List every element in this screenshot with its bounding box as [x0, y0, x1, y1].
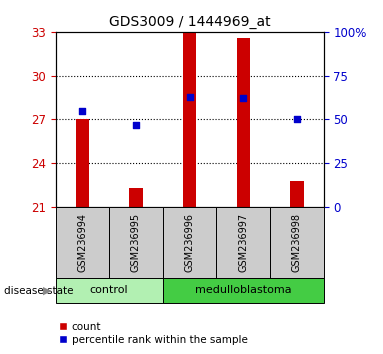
Text: control: control [90, 285, 128, 295]
Bar [290, 181, 304, 207]
Bar [163, 207, 216, 278]
Bar [56, 207, 109, 278]
Bar [56, 278, 163, 303]
Title: GDS3009 / 1444969_at: GDS3009 / 1444969_at [109, 16, 270, 29]
Bar [109, 207, 163, 278]
Text: ▶: ▶ [43, 286, 52, 296]
Bar [129, 188, 142, 207]
Point [187, 94, 193, 99]
Bar [183, 32, 196, 207]
Text: disease state: disease state [4, 286, 73, 296]
Text: GSM236994: GSM236994 [77, 213, 87, 272]
Point [240, 96, 246, 101]
Point [133, 122, 139, 127]
Bar [76, 120, 89, 207]
Bar [270, 207, 324, 278]
Legend: count, percentile rank within the sample: count, percentile rank within the sample [55, 317, 252, 349]
Text: GSM236995: GSM236995 [131, 213, 141, 272]
Point [294, 117, 300, 122]
Bar [237, 38, 250, 207]
Text: GSM236997: GSM236997 [238, 213, 248, 272]
Text: medulloblastoma: medulloblastoma [195, 285, 291, 295]
Text: GSM236998: GSM236998 [292, 213, 302, 272]
Bar [216, 207, 270, 278]
Bar [163, 278, 324, 303]
Text: GSM236996: GSM236996 [185, 213, 195, 272]
Point [79, 108, 85, 114]
